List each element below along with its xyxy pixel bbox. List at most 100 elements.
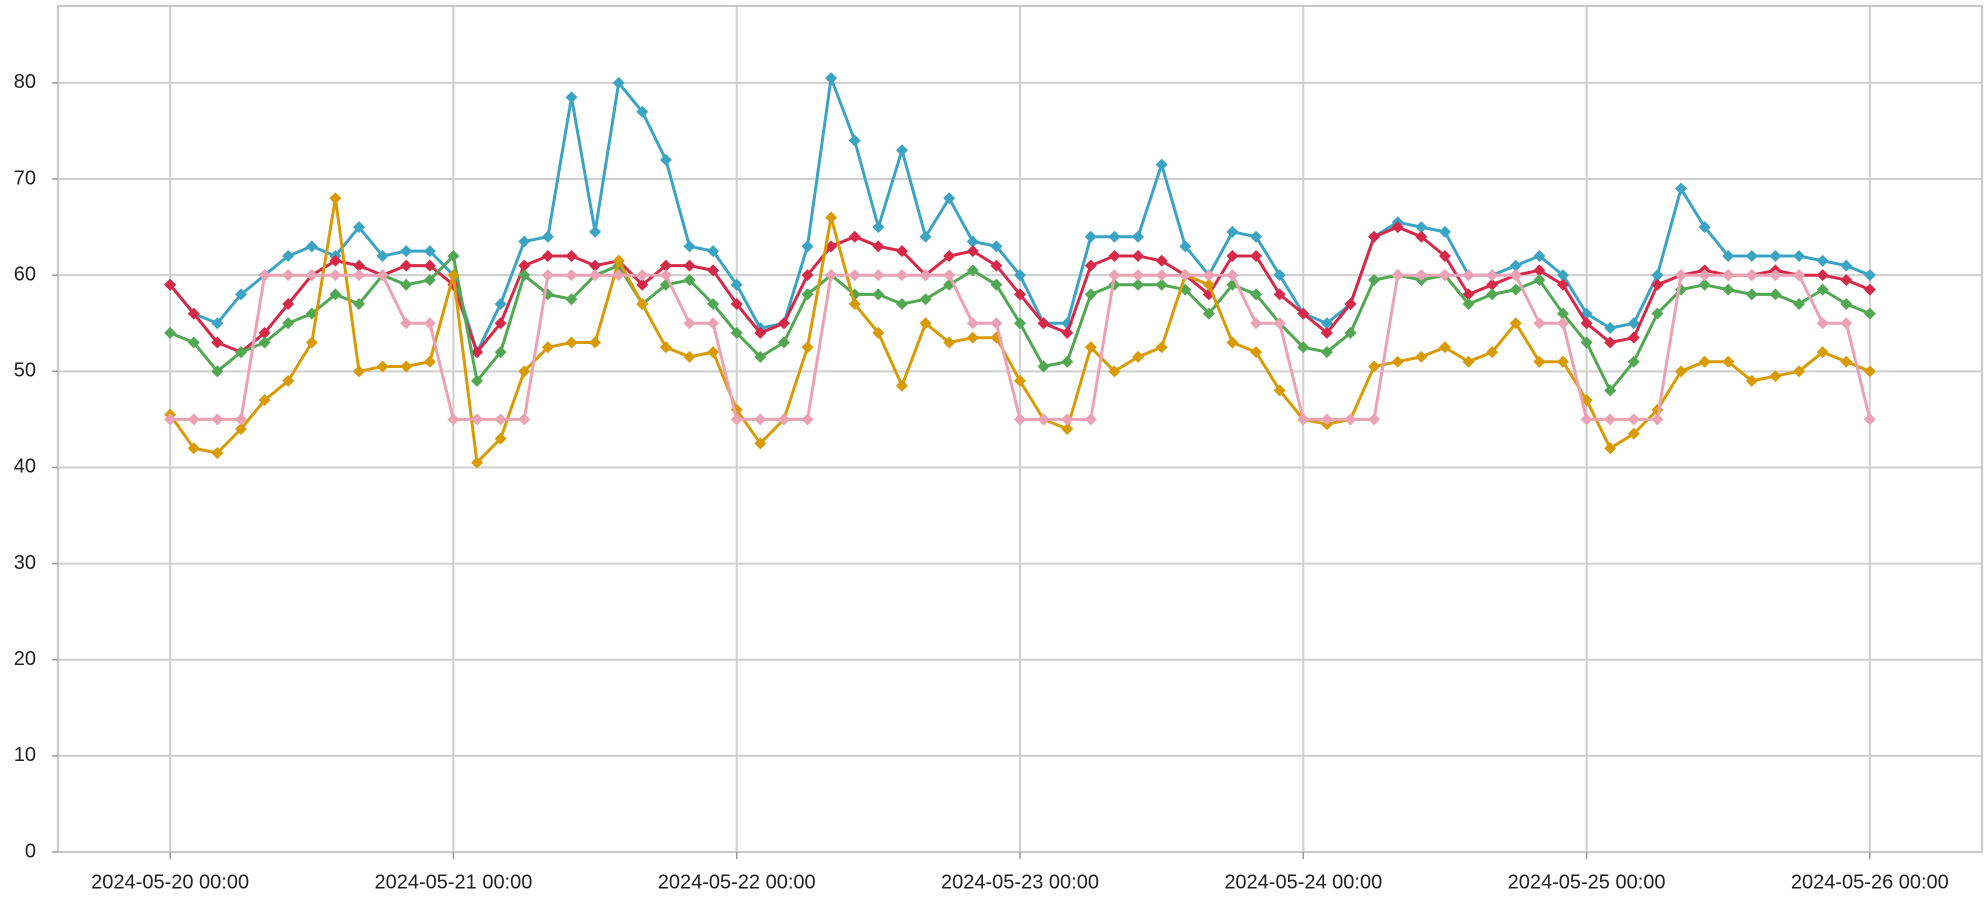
marker bbox=[943, 249, 956, 262]
marker bbox=[1108, 365, 1121, 378]
marker bbox=[1556, 355, 1569, 368]
marker bbox=[447, 269, 460, 282]
marker bbox=[1816, 254, 1829, 267]
marker bbox=[1202, 307, 1215, 320]
marker bbox=[1863, 365, 1876, 378]
marker bbox=[471, 374, 484, 387]
marker bbox=[1226, 225, 1239, 238]
marker bbox=[1580, 413, 1593, 426]
marker bbox=[565, 91, 578, 104]
marker bbox=[1604, 336, 1617, 349]
marker bbox=[211, 336, 224, 349]
x-tick-label: 2024-05-22 00:00 bbox=[658, 871, 816, 893]
marker bbox=[400, 317, 413, 330]
marker bbox=[1698, 269, 1711, 282]
marker bbox=[1108, 230, 1121, 243]
marker bbox=[352, 269, 365, 282]
marker bbox=[966, 331, 979, 344]
y-tick-label: 0 bbox=[25, 840, 36, 862]
marker bbox=[683, 317, 696, 330]
marker bbox=[1344, 298, 1357, 311]
marker bbox=[376, 360, 389, 373]
marker bbox=[825, 269, 838, 282]
marker bbox=[447, 413, 460, 426]
marker bbox=[1415, 350, 1428, 363]
marker bbox=[1816, 283, 1829, 296]
marker bbox=[848, 134, 861, 147]
marker bbox=[518, 235, 531, 248]
marker bbox=[659, 341, 672, 354]
marker bbox=[754, 413, 767, 426]
marker bbox=[1438, 249, 1451, 262]
marker bbox=[801, 240, 814, 253]
marker bbox=[1722, 355, 1735, 368]
marker bbox=[211, 447, 224, 460]
marker bbox=[565, 249, 578, 262]
marker bbox=[1108, 269, 1121, 282]
marker bbox=[636, 105, 649, 118]
marker bbox=[518, 413, 531, 426]
marker bbox=[895, 269, 908, 282]
marker bbox=[707, 346, 720, 359]
marker bbox=[1533, 249, 1546, 262]
marker bbox=[187, 413, 200, 426]
marker bbox=[1037, 360, 1050, 373]
marker bbox=[1509, 259, 1522, 272]
marker bbox=[1840, 298, 1853, 311]
marker bbox=[1155, 158, 1168, 171]
marker bbox=[1368, 230, 1381, 243]
marker bbox=[872, 288, 885, 301]
marker bbox=[943, 192, 956, 205]
y-tick-label: 40 bbox=[14, 456, 36, 478]
marker bbox=[1132, 278, 1145, 291]
marker bbox=[872, 326, 885, 339]
marker bbox=[1368, 360, 1381, 373]
marker bbox=[1604, 413, 1617, 426]
marker bbox=[1863, 307, 1876, 320]
marker bbox=[541, 269, 554, 282]
marker bbox=[1745, 288, 1758, 301]
marker bbox=[1486, 346, 1499, 359]
marker bbox=[187, 336, 200, 349]
marker bbox=[234, 346, 247, 359]
marker bbox=[1675, 269, 1688, 282]
marker bbox=[1297, 307, 1310, 320]
marker bbox=[1202, 269, 1215, 282]
x-tick-label: 2024-05-26 00:00 bbox=[1791, 871, 1949, 893]
marker bbox=[329, 288, 342, 301]
marker bbox=[1250, 317, 1263, 330]
marker bbox=[1084, 230, 1097, 243]
marker bbox=[1863, 283, 1876, 296]
marker bbox=[1155, 269, 1168, 282]
marker bbox=[801, 288, 814, 301]
marker bbox=[990, 278, 1003, 291]
marker bbox=[919, 230, 932, 243]
marker bbox=[895, 298, 908, 311]
marker bbox=[1698, 221, 1711, 234]
marker bbox=[1061, 413, 1074, 426]
marker bbox=[1533, 273, 1546, 286]
marker bbox=[164, 278, 177, 291]
marker bbox=[494, 346, 507, 359]
marker bbox=[471, 346, 484, 359]
marker bbox=[1132, 249, 1145, 262]
marker bbox=[943, 269, 956, 282]
marker bbox=[1344, 413, 1357, 426]
marker bbox=[1863, 269, 1876, 282]
marker bbox=[1627, 317, 1640, 330]
marker bbox=[683, 240, 696, 253]
marker bbox=[1037, 317, 1050, 330]
marker bbox=[1179, 240, 1192, 253]
marker bbox=[211, 317, 224, 330]
marker bbox=[1462, 355, 1475, 368]
marker bbox=[1084, 341, 1097, 354]
marker bbox=[589, 269, 602, 282]
marker bbox=[1108, 249, 1121, 262]
marker bbox=[352, 259, 365, 272]
marker bbox=[376, 269, 389, 282]
marker bbox=[1415, 269, 1428, 282]
marker bbox=[1014, 374, 1026, 387]
marker bbox=[966, 317, 979, 330]
marker bbox=[1556, 278, 1569, 291]
marker bbox=[966, 264, 979, 277]
